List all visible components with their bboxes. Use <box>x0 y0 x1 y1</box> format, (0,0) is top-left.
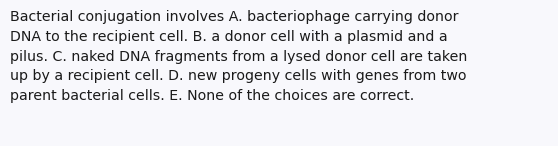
Text: Bacterial conjugation involves A. bacteriophage carrying donor
DNA to the recipi: Bacterial conjugation involves A. bacter… <box>10 10 468 103</box>
